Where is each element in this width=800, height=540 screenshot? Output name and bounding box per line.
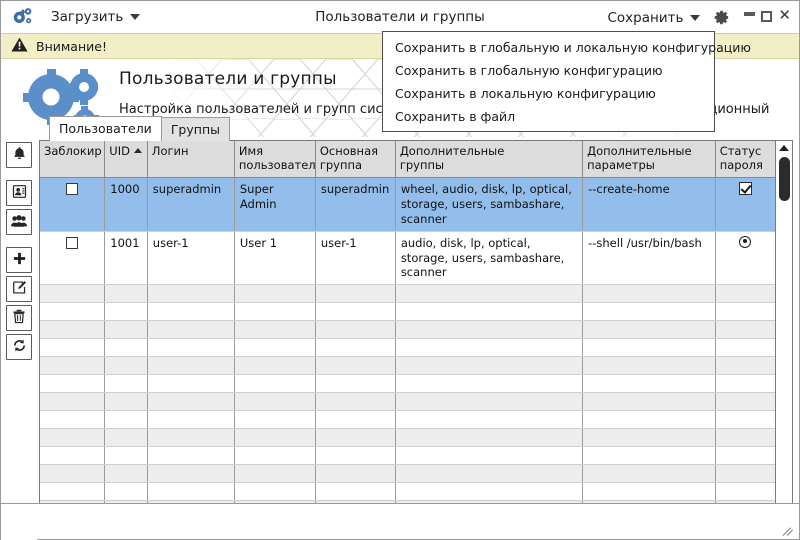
plus-icon (12, 251, 27, 270)
bell-icon (12, 146, 27, 165)
checkbox-checked[interactable] (738, 181, 752, 195)
table-row-empty (40, 302, 775, 322)
contact-card-icon (12, 184, 27, 203)
cell-login: superadmin (147, 177, 235, 232)
menu-item-save-local[interactable]: Сохранить в локальную конфигурацию (395, 86, 656, 101)
maximize-icon[interactable] (761, 10, 773, 22)
cell-extra-groups: audio, disk, lp, optical, storage, users… (395, 231, 584, 286)
column-header-blocked[interactable]: Заблокир (40, 141, 106, 178)
table-row-empty (40, 482, 775, 502)
save-menu-button[interactable]: Сохранить (607, 9, 701, 26)
tab-bar: Пользователи Группы (49, 116, 230, 141)
column-header-password-status[interactable]: Статус пароля (715, 141, 775, 178)
app-logo-icon (11, 4, 37, 30)
table-row-empty (40, 464, 775, 484)
menu-item-save-global-local[interactable]: Сохранить в глобальную и локальную конфи… (395, 40, 751, 55)
page-title: Пользователи и группы (119, 69, 337, 89)
table-row[interactable]: 1000 superadmin Super Admin superadmin w… (40, 177, 775, 232)
table-row-empty (40, 428, 775, 448)
table-row-empty (40, 392, 775, 412)
table-row-empty (40, 374, 775, 394)
table-panel: Пользователи Группы Заблокир (37, 116, 799, 540)
cell-username: User 1 (234, 231, 316, 286)
chevron-down-icon (130, 14, 141, 20)
cell-login: user-1 (147, 231, 235, 286)
action-sidebar (1, 137, 37, 540)
cell-extra-params: --create-home (582, 177, 716, 232)
cell-password-status[interactable] (715, 231, 775, 286)
users-table-container: Заблокир UID Логин Имя пользователя Осно… (39, 140, 793, 531)
scroll-up-button[interactable] (777, 141, 792, 155)
column-header-username[interactable]: Имя пользователя (234, 141, 316, 178)
cell-extra-params: --shell /usr/bin/bash (582, 231, 716, 286)
sidebar-item-groups[interactable] (6, 209, 32, 235)
table-row[interactable]: 1001 user-1 User 1 user-1 audio, disk, l… (40, 231, 775, 286)
sidebar-item-notifications[interactable] (6, 142, 32, 168)
sidebar-item-users[interactable] (6, 180, 32, 206)
trash-icon (12, 309, 26, 328)
people-group-icon (11, 213, 27, 232)
radio-selected[interactable] (739, 235, 752, 248)
table-row-empty (40, 356, 775, 376)
cell-extra-groups: wheel, audio, disk, lp, optical, storage… (395, 177, 584, 232)
pencil-edit-icon (12, 280, 27, 299)
save-menu-label: Сохранить (607, 9, 684, 26)
cell-uid: 1000 (104, 177, 148, 232)
users-table-scroll: Заблокир UID Логин Имя пользователя Осно… (40, 141, 775, 530)
table-row-empty (40, 284, 775, 304)
load-menu-button[interactable]: Загрузить (51, 9, 141, 25)
tab-users[interactable]: Пользователи (49, 116, 162, 141)
settings-gear-icon[interactable] (712, 9, 730, 27)
cell-main-group: user-1 (315, 231, 396, 286)
save-dropdown-menu[interactable]: Сохранить в глобальную и локальную конфи… (382, 31, 751, 132)
title-bar: Загрузить Пользователи и группы Сохранит… (1, 1, 799, 34)
table-row-empty (40, 446, 775, 466)
status-bar (1, 503, 799, 539)
load-menu-label: Загрузить (51, 9, 124, 25)
sidebar-item-add[interactable] (6, 247, 32, 273)
column-header-main-group[interactable]: Основная группа (315, 141, 396, 178)
chevron-down-icon (690, 14, 701, 21)
cell-uid: 1001 (104, 231, 148, 286)
main-body: Пользователи Группы Заблокир (1, 116, 799, 540)
checkbox-unchecked[interactable] (66, 236, 79, 249)
menu-item-save-global[interactable]: Сохранить в глобальную конфигурацию (395, 63, 663, 78)
window-controls: ✕ (744, 7, 791, 23)
warning-triangle-icon (11, 37, 28, 56)
cell-blocked[interactable] (40, 231, 106, 286)
table-body: 1000 superadmin Super Admin superadmin w… (40, 177, 775, 530)
table-header-row: Заблокир UID Логин Имя пользователя Осно… (40, 141, 775, 178)
column-header-extra-groups[interactable]: Дополнительные группы (395, 141, 584, 178)
cell-blocked[interactable] (40, 177, 106, 232)
minimize-icon[interactable] (744, 12, 756, 16)
users-table: Заблокир UID Логин Имя пользователя Осно… (40, 141, 775, 530)
scrollbar-track[interactable] (776, 155, 792, 516)
sidebar-item-delete[interactable] (6, 305, 32, 331)
table-row-empty (40, 338, 775, 358)
cell-password-status[interactable] (715, 177, 775, 232)
checkbox-unchecked[interactable] (66, 182, 79, 195)
column-header-uid[interactable]: UID (104, 141, 148, 178)
column-header-extra-params[interactable]: Дополнительные параметры (582, 141, 716, 178)
table-row-empty (40, 410, 775, 430)
vertical-scrollbar[interactable] (775, 141, 792, 530)
resize-grip-icon[interactable] (781, 522, 795, 536)
refresh-icon (12, 338, 27, 357)
cell-main-group: superadmin (315, 177, 396, 232)
column-header-login[interactable]: Логин (147, 141, 235, 178)
table-row-empty (40, 320, 775, 340)
scrollbar-thumb[interactable] (779, 157, 790, 201)
close-icon[interactable]: ✕ (778, 5, 791, 24)
cell-username: Super Admin (234, 177, 316, 232)
warning-text: Внимание! (36, 38, 107, 54)
column-header-uid-label: UID (109, 144, 130, 158)
sort-asc-icon (133, 148, 142, 153)
triangle-up-icon (779, 145, 789, 151)
sidebar-item-refresh[interactable] (6, 334, 32, 360)
sidebar-item-edit[interactable] (6, 276, 32, 302)
menu-item-save-file[interactable]: Сохранить в файл (395, 109, 516, 124)
tab-groups[interactable]: Группы (160, 117, 230, 141)
titlebar-right-group: Сохранить ✕ (607, 1, 791, 34)
